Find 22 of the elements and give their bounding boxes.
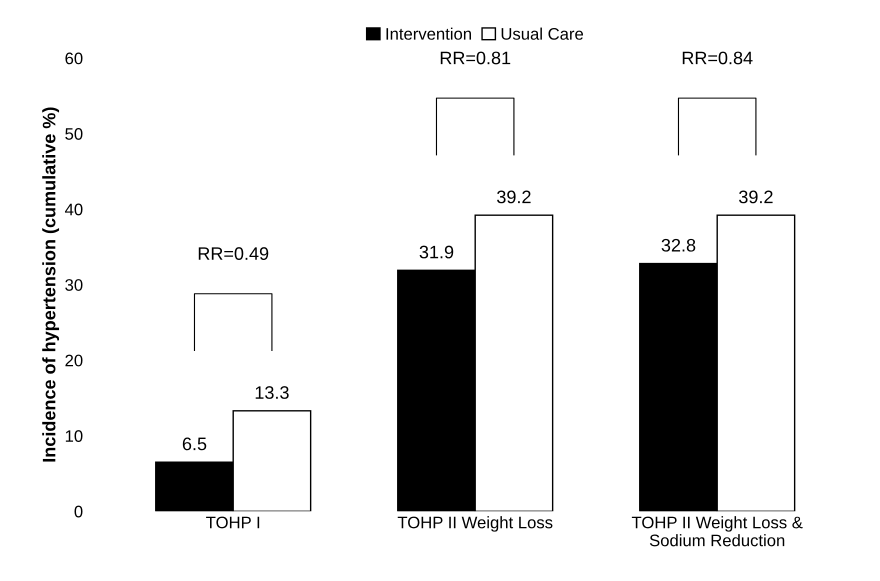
y-tick-label: 60 [65,52,82,64]
y-tick-label: 50 [65,128,82,140]
y-tick-label: 20 [65,354,82,366]
legend-label: Intervention [386,28,471,40]
data-label: 6.5 [182,438,206,450]
y-tick-label: 40 [64,204,82,216]
annotation: RR=0.49 [198,247,268,260]
x-tick-label: TOHP II Weight Loss [398,516,552,532]
annotation: RR=0.84 [682,52,753,64]
x-tick-label: TOHP I [206,516,260,528]
annotation: RR=0.81 [440,52,510,64]
data-label: 31.9 [420,246,454,258]
y-tick-label: 0 [74,506,82,518]
y-axis-title: Incidence of hypertension (cumulative %) [42,107,60,462]
x-tick-label: TOHP II Weight Loss & Sodium Reduction [632,516,803,546]
data-label: 39.2 [497,190,531,204]
y-tick-label: 30 [65,279,82,291]
data-label: 13.3 [256,386,289,399]
data-label: 39.2 [739,190,773,204]
legend-label: Usual Care [502,28,584,40]
data-label: 32.8 [662,238,696,252]
y-tick-label: 10 [66,430,82,442]
